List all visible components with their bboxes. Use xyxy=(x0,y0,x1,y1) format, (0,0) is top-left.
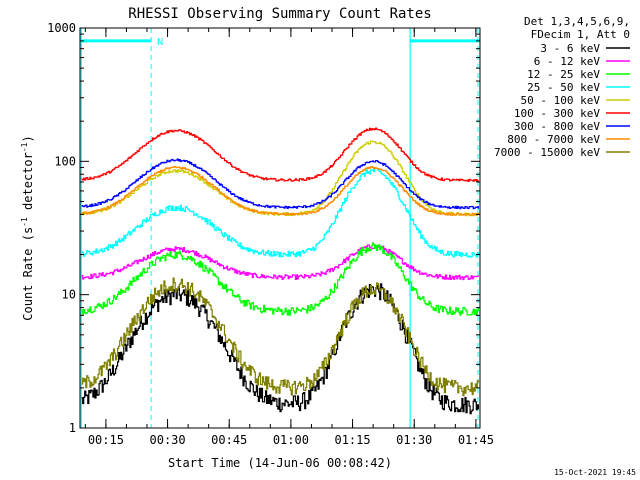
x-tick-label: 01:00 xyxy=(273,433,309,447)
legend-label: 100 - 300 keV xyxy=(514,107,600,120)
generation-timestamp: 15-Oct-2021 19:45 xyxy=(554,468,636,477)
flag-marker-label: N xyxy=(157,37,163,48)
legend-label: 7000 - 15000 keV xyxy=(494,146,600,159)
series-line-1 xyxy=(81,283,479,415)
legend-label: 50 - 100 keV xyxy=(521,94,601,107)
legend: Det 1,3,4,5,6,9, FDecim 1, Att 0 3 - 6 k… xyxy=(494,15,630,159)
x-tick-label: 01:30 xyxy=(396,433,432,447)
plot-area: N xyxy=(80,28,480,428)
legend-label: 300 - 800 keV xyxy=(514,120,600,133)
x-tick-label: 00:30 xyxy=(150,433,186,447)
y-tick-label: 10 xyxy=(62,288,76,302)
legend-label: 25 - 50 keV xyxy=(527,81,600,94)
legend-label: 3 - 6 keV xyxy=(540,42,600,55)
series-line-3 xyxy=(81,242,479,316)
series-line-9 xyxy=(81,277,479,397)
plot-frame xyxy=(79,27,481,429)
series-line-8 xyxy=(81,165,479,216)
x-tick-label: 01:45 xyxy=(458,433,494,447)
series-line-2 xyxy=(81,244,479,281)
y-tick-label: 1 xyxy=(69,421,76,435)
series-line-6 xyxy=(81,127,479,182)
x-tick-label: 01:15 xyxy=(334,433,370,447)
x-axis-label: Start Time (14-Jun-06 00:08:42) xyxy=(168,456,392,470)
chart-title: RHESSI Observing Summary Count Rates xyxy=(128,6,431,22)
y-tick-label: 1000 xyxy=(47,21,76,35)
legend-label: 6 - 12 keV xyxy=(534,55,601,68)
legend-header-line-2: FDecim 1, Att 0 xyxy=(531,28,630,41)
y-tick-label: 100 xyxy=(54,154,76,168)
legend-header-line-1: Det 1,3,4,5,6,9, xyxy=(524,15,630,28)
x-tick-label: 00:15 xyxy=(88,433,124,447)
x-tick-label: 00:45 xyxy=(211,433,247,447)
y-axis-label: Count Rate (s-1 detector-1) xyxy=(20,135,35,320)
y-axis: 1 10 100 1000 xyxy=(47,21,480,435)
x-axis: 00:15 00:30 00:45 01:00 01:15 01:30 01:45 xyxy=(84,28,494,447)
legend-label: 800 - 7000 keV xyxy=(507,133,600,146)
legend-label: 12 - 25 keV xyxy=(527,68,600,81)
series-line-4 xyxy=(81,167,479,258)
series-line-7 xyxy=(81,158,479,210)
